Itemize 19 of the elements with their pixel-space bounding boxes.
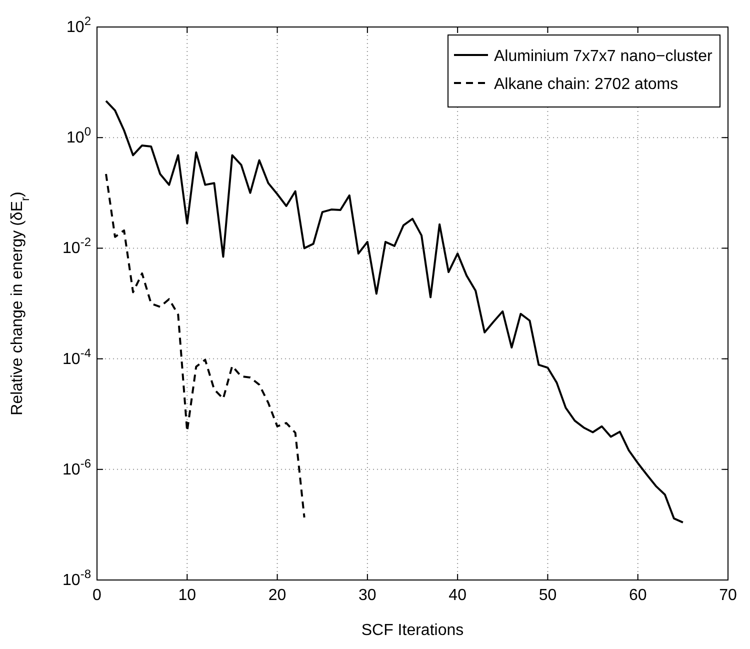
x-tick-label: 60 (628, 587, 647, 604)
y-tick-label: 10$^{-8}$ (62, 567, 92, 589)
legend-label: Aluminium 7x7x7 nano−cluster (494, 48, 714, 65)
y-tick-label: 10$^{2}$ (66, 14, 92, 36)
x-axis-title: SCF Iterations (361, 622, 464, 639)
line-series (105, 100, 684, 524)
y-tick-label: 10$^{0}$ (66, 124, 92, 147)
x-tick-label: 0 (92, 587, 102, 604)
x-tick-label: 10 (178, 587, 196, 604)
legend-label: Alkane chain: 2702 atoms (494, 76, 678, 93)
x-tick-label: 20 (268, 587, 286, 604)
x-tick-label: 30 (358, 587, 376, 604)
x-tick-label: 70 (719, 587, 737, 604)
line-series (105, 172, 306, 518)
x-tick-label: 40 (448, 587, 467, 604)
y-tick-label: 10$^{-6}$ (62, 456, 92, 478)
y-tick-label: 10$^{-2}$ (62, 235, 92, 258)
y-tick-label: 10$^{-4}$ (62, 346, 92, 368)
x-tick-label: 50 (538, 587, 557, 604)
